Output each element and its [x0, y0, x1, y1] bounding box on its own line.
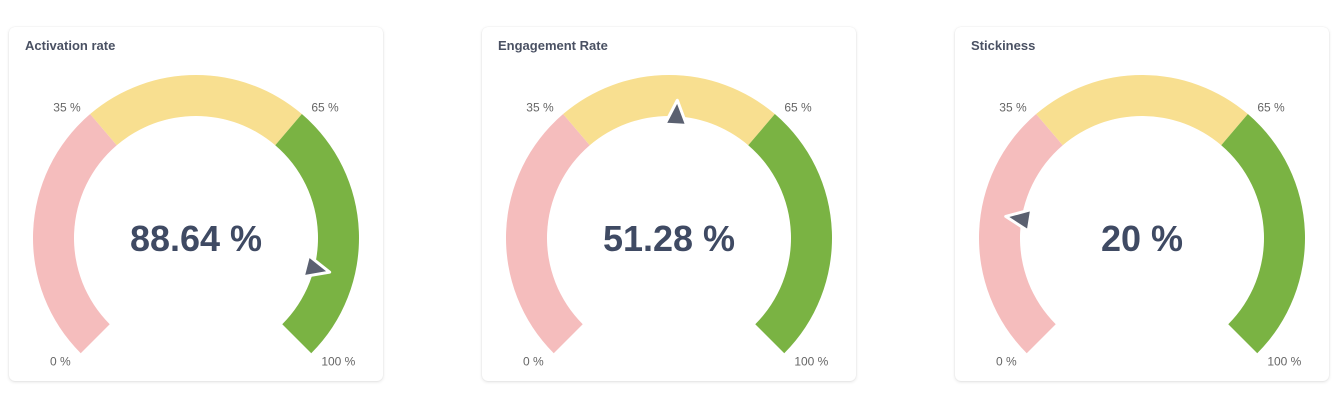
gauge-card-stickiness: Stickiness 0 % 35 % 65 % 100 % 20 %: [955, 27, 1329, 381]
gauge-segment-high: [748, 114, 832, 354]
gauge-needle: [663, 98, 689, 127]
gauge-segment-mid: [90, 74, 302, 146]
threshold-label: 100 %: [321, 354, 355, 368]
threshold-label: 35 %: [999, 100, 1027, 114]
gauge-value: 88.64 %: [130, 218, 262, 259]
threshold-label: 65 %: [311, 100, 339, 114]
threshold-label: 0 %: [523, 354, 544, 368]
gauge-needle: [1004, 207, 1034, 233]
threshold-label: 0 %: [996, 354, 1017, 368]
gauge-activation: 0 % 35 % 65 % 100 % 88.64 %: [32, 74, 360, 368]
threshold-label: 0 %: [50, 354, 71, 368]
gauge-segment-mid: [1036, 74, 1248, 146]
threshold-label: 100 %: [1267, 354, 1301, 368]
gauge-value: 51.28 %: [603, 218, 735, 259]
gauge-segment-high: [275, 114, 360, 354]
gauge-segment-low: [506, 114, 590, 354]
gauge-card-activation: Activation rate 0 % 35 % 65 % 100 % 88.64 %: [9, 27, 383, 381]
gauge-needle: [301, 253, 332, 279]
gauge-segment-mid: [563, 74, 775, 146]
card-title: Stickiness: [971, 38, 1036, 53]
gauge-stickiness: 0 % 35 % 65 % 100 % 20 %: [979, 74, 1305, 368]
gauge-engagement: 0 % 35 % 65 % 100 % 51.28 %: [506, 74, 832, 368]
threshold-label: 35 %: [526, 100, 554, 114]
gauge-segment-low: [32, 114, 117, 354]
gauge-value: 20 %: [1101, 218, 1183, 259]
threshold-label: 65 %: [1257, 100, 1285, 114]
threshold-label: 35 %: [53, 100, 81, 114]
card-title: Engagement Rate: [498, 38, 608, 53]
gauge-card-engagement: Engagement Rate 0 % 35 % 65 % 100 % 51.28 %: [482, 27, 856, 381]
gauge-segment-high: [1221, 114, 1305, 354]
card-title: Activation rate: [25, 38, 116, 53]
threshold-label: 65 %: [784, 100, 812, 114]
gauge-segment-low: [979, 114, 1063, 354]
threshold-label: 100 %: [794, 354, 828, 368]
